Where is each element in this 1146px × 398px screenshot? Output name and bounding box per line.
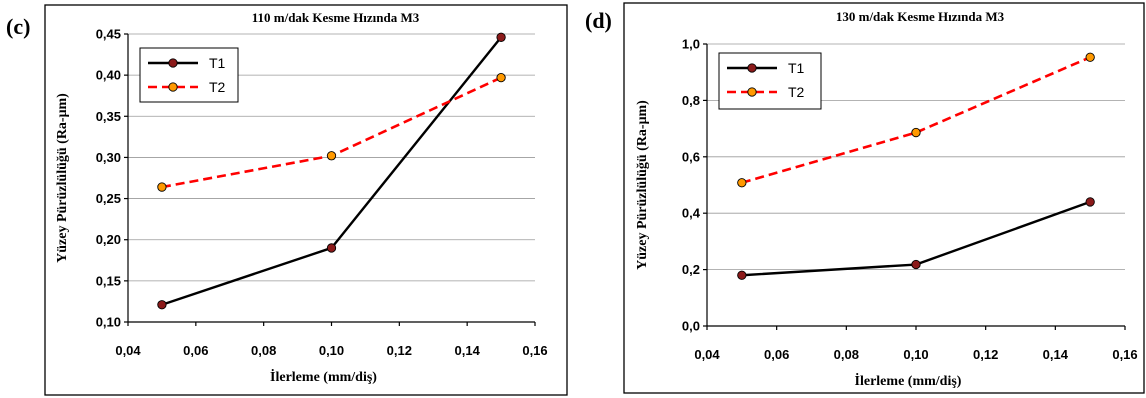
data-point-t2 — [737, 178, 747, 188]
x-tick-label: 0,14 — [1043, 347, 1069, 362]
x-tick-label: 0,10 — [903, 347, 928, 362]
chart-title: 110 m/dak Kesme Hızında M3 — [252, 10, 420, 25]
x-tick-label: 0,06 — [183, 343, 208, 358]
y-tick-label: 1,0 — [682, 37, 700, 52]
data-point-t1 — [911, 259, 921, 270]
y-tick-label: 0,40 — [96, 68, 121, 83]
data-point-t2 — [326, 151, 337, 161]
x-tick-label: 0,04 — [115, 343, 141, 358]
panel-label-d: (d) — [585, 8, 612, 33]
data-point-t2 — [157, 182, 167, 192]
x-tick-label: 0,12 — [387, 343, 412, 358]
data-point-t2 — [496, 72, 506, 83]
chart-1: 0,0 0,2 0,4 0,6 0,8 1,0 0,04 0,06 0,08 0,10 0,12 0,… — [623, 2, 1145, 394]
chart-frame — [44, 4, 568, 396]
legend-marker-t1 — [168, 58, 178, 68]
data-point-t1 — [737, 270, 747, 280]
y-tick-label: 0,0 — [682, 319, 700, 334]
y-axis-title: Yüzey Pürüzlülüğü (Ra-μm) — [55, 93, 70, 263]
data-point-t2 — [911, 127, 921, 138]
legend-marker-t1 — [747, 63, 757, 73]
data-point-t1 — [1085, 197, 1095, 207]
y-tick-label: 0,15 — [96, 273, 121, 288]
x-tick-label: 0,10 — [319, 343, 344, 358]
y-tick-label: 0,20 — [96, 232, 121, 247]
chart-0: 0,10 0,15 0,20 0,25 0,30 0,35 0,40 0,45 0,04 0,06… — [44, 4, 568, 396]
x-tick-label: 0,12 — [973, 347, 998, 362]
x-tick-label: 0,14 — [455, 343, 481, 358]
series-line-t2 — [741, 56, 1091, 184]
legend-label-t1: T1 — [209, 55, 226, 71]
chart-frame — [623, 2, 1145, 394]
y-tick-label: 0,4 — [682, 206, 701, 221]
y-axis-title: Yüzey Pürüzlülüğü (Ra-μm) — [635, 100, 650, 270]
legend-marker-t2 — [747, 87, 757, 97]
y-tick-label: 0,6 — [682, 149, 700, 164]
x-axis-title: İlerleme (mm/diş) — [270, 368, 377, 385]
legend-box — [139, 47, 239, 103]
x-tick-label: 0,16 — [522, 343, 547, 358]
x-tick-label: 0,08 — [251, 343, 276, 358]
y-tick-label: 0,2 — [682, 262, 700, 277]
chart-title: 130 m/dak Kesme Hızında M3 — [836, 9, 1005, 24]
panel-label-c: (c) — [6, 14, 31, 39]
legend-marker-t2 — [168, 82, 178, 92]
x-axis-title: İlerleme (mm/diş) — [855, 372, 962, 389]
y-tick-label: 0,8 — [682, 93, 700, 108]
data-point-t1 — [157, 300, 167, 310]
x-tick-label: 0,08 — [834, 347, 859, 362]
legend-label-t2: T2 — [209, 79, 226, 95]
legend-label-t2: T2 — [788, 84, 805, 100]
x-tick-label: 0,16 — [1112, 347, 1137, 362]
x-tick-label: 0,06 — [764, 347, 789, 362]
y-tick-label: 0,10 — [96, 315, 121, 330]
legend-label-t1: T1 — [788, 60, 805, 76]
y-tick-label: 0,30 — [96, 150, 121, 165]
x-tick-label: 0,04 — [694, 347, 720, 362]
y-tick-label: 0,25 — [96, 191, 121, 206]
data-point-t2 — [1085, 52, 1095, 62]
data-point-t1 — [326, 243, 337, 253]
y-tick-label: 0,35 — [96, 109, 121, 124]
legend-box — [718, 52, 822, 110]
y-tick-label: 0,45 — [96, 27, 121, 42]
data-point-t1 — [496, 32, 506, 42]
